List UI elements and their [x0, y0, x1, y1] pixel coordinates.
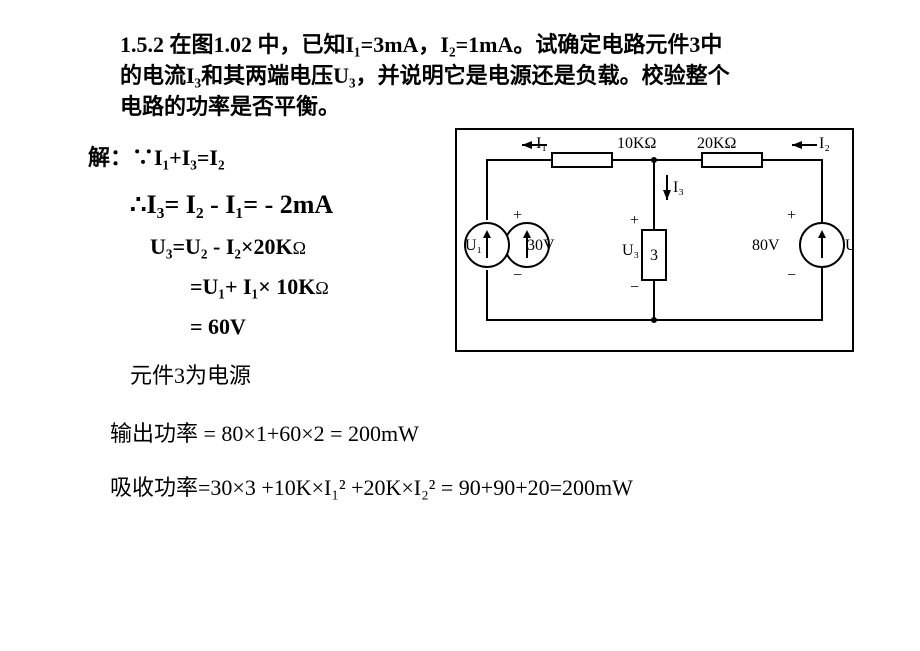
r2-label: 20KΩ: [697, 135, 737, 152]
i3-label: I₃: [673, 179, 684, 196]
element3-label: 3: [650, 247, 658, 264]
conclusion: 元件3为电源: [130, 358, 860, 390]
v2-label: 80V: [752, 237, 780, 254]
u3-label: U₃: [622, 242, 639, 259]
u2-plus: +: [787, 207, 796, 224]
u1-minus: −: [513, 267, 522, 284]
conclusion-text: 元件3为电源: [130, 363, 251, 388]
ohm-symbol-2: Ω: [315, 278, 328, 298]
step1-text: ∵I₁+I₃=I₂: [132, 145, 225, 170]
v1-label: 30V: [527, 237, 555, 254]
step3b-text: =U₁+ I₁× 10K: [190, 274, 315, 299]
ohm-symbol-1: Ω: [293, 238, 306, 258]
u1-plus: +: [513, 207, 522, 224]
i1-label: I₁: [536, 135, 547, 152]
output-power-text: 输出功率 = 80×1+60×2 = 200mW: [110, 421, 419, 446]
output-power: 输出功率 = 80×1+60×2 = 200mW: [110, 416, 860, 448]
problem-line-2: 的电流I₃和其两端电压U₃，并说明它是电源还是负载。校验整个: [120, 61, 860, 92]
step3c-text: = 60V: [190, 314, 246, 339]
step2-text: ∴I₃= I₂ - I₁= - 2mA: [130, 190, 333, 219]
absorbed-power-text: 吸收功率=30×3 +10K×I₁² +20K×I₂² = 90+90+20=2…: [110, 475, 633, 500]
u3-minus: −: [630, 279, 639, 296]
step3a-text: U₃=U₂ - I₂×20K: [150, 234, 293, 259]
i2-label: I₂: [819, 135, 830, 152]
problem-line-3: 电路的功率是否平衡。: [120, 92, 860, 123]
problem-statement: 1.5.2 在图1.02 中，已知I₁=3mA，I₂=1mA。试确定电路元件3中…: [120, 30, 860, 122]
u2-minus: −: [787, 267, 796, 284]
u2-label: U₂: [845, 237, 852, 254]
u3-plus: +: [630, 212, 639, 229]
r1-label: 10KΩ: [617, 135, 657, 152]
circuit-diagram: 10KΩ I₁ 20KΩ I₂ 3 I₃ + U₃ −: [455, 128, 854, 352]
solution-prefix: 解：: [88, 145, 132, 170]
u1-label: U₁: [465, 237, 482, 254]
absorbed-power: 吸收功率=30×3 +10K×I₁² +20K×I₂² = 90+90+20=2…: [110, 470, 860, 502]
problem-line-1: 1.5.2 在图1.02 中，已知I₁=3mA，I₂=1mA。试确定电路元件3中: [120, 30, 860, 61]
